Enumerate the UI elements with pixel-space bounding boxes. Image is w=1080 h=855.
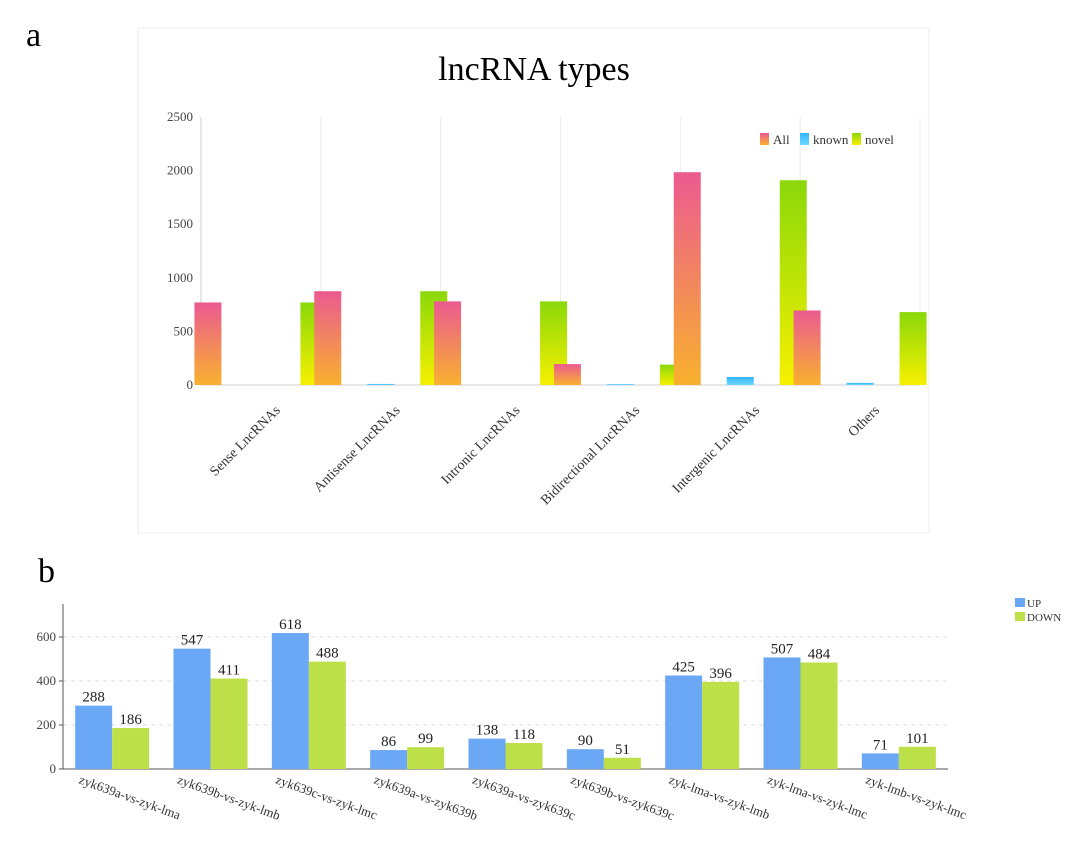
chart-a-y-tick-label: 0 xyxy=(187,377,194,392)
chart-a-y-tick-label: 500 xyxy=(174,323,194,338)
chart-b: 0 200 400 600 288 186 zyk639a-vs-zyk-lma 547 411… xyxy=(37,598,1061,823)
chart-b-legend-swatch-down xyxy=(1015,612,1025,621)
chart-b-data-label-up-6: 90 xyxy=(578,733,593,749)
chart-b-y-tick-label: 400 xyxy=(37,673,57,688)
chart-b-bar-down-8 xyxy=(800,662,838,769)
chart-a-bar-all-bidirectional-lncrnas xyxy=(553,364,581,385)
chart-b-x-tick-label: zyk639b-vs-zyk-lmb xyxy=(175,772,282,823)
chart-b-data-label-up-8: 507 xyxy=(771,641,794,657)
chart-a: 0 500 1000 1500 2000 2500 Sense LncRNAs Antisen… xyxy=(167,109,927,508)
chart-a-legend-label-novel: novel xyxy=(865,132,894,147)
chart-a-x-tick-label: Sense LncRNAs xyxy=(207,403,283,479)
chart-a-x-tick-label: Antisense LncRNAs xyxy=(311,403,403,495)
chart-b-bar-up-2 xyxy=(173,648,211,769)
chart-b-data-label-down-1: 186 xyxy=(119,712,142,728)
chart-b-data-label-up-3: 618 xyxy=(279,617,302,633)
chart-b-data-label-up-5: 138 xyxy=(476,723,499,739)
chart-b-data-label-up-2: 547 xyxy=(181,633,204,649)
chart-a-bar-known-bidirectional-lncrnas xyxy=(606,384,634,385)
chart-b-bar-up-6 xyxy=(566,749,604,769)
chart-b-data-label-down-6: 51 xyxy=(615,742,630,758)
chart-a-bar-all-intergenic-lncrnas xyxy=(673,172,701,385)
chart-a-legend-swatch-novel xyxy=(852,133,861,145)
chart-b-x-tick-label: zyk-lma-vs-zyk-lmb xyxy=(667,772,772,822)
chart-a-legend-label-all: All xyxy=(773,132,790,147)
chart-a-y-tick-label: 2500 xyxy=(167,109,193,124)
chart-a-legend-swatch-all xyxy=(760,133,769,145)
chart-b-bar-up-9 xyxy=(861,753,899,769)
chart-b-data-label-down-5: 118 xyxy=(513,727,535,743)
chart-a-bar-all-others xyxy=(793,310,821,385)
chart-a-x-tick-label: Intergenic LncRNAs xyxy=(670,403,763,496)
chart-b-x-tick-label: zyk639b-vs-zyk639c xyxy=(569,772,677,823)
chart-b-data-label-down-4: 99 xyxy=(418,731,433,747)
chart-b-bar-down-6 xyxy=(603,757,641,769)
chart-a-x-tick-label: Others xyxy=(846,403,883,440)
chart-b-bar-up-3 xyxy=(271,633,309,769)
chart-b-bar-up-5 xyxy=(468,738,506,769)
chart-b-x-tick-label: zyk639a-vs-zyk639b xyxy=(372,772,480,823)
chart-a-bar-all-antisense-lncrnas xyxy=(314,291,342,385)
chart-b-legend-label-up: UP xyxy=(1027,598,1041,610)
chart-b-x-tick-label: zyk-lmb-vs-zyk-lmc xyxy=(864,772,969,822)
chart-a-x-tick-label: Intronic LncRNAs xyxy=(439,403,524,488)
chart-b-legend-label-down: DOWN xyxy=(1027,612,1061,624)
chart-a-y-tick-label: 1000 xyxy=(167,270,193,285)
chart-b-bar-down-2 xyxy=(210,678,248,769)
chart-b-data-label-down-7: 396 xyxy=(709,666,732,682)
chart-b-data-label-up-9: 71 xyxy=(873,737,888,753)
chart-b-y-tick-label: 0 xyxy=(50,761,57,776)
chart-b-data-label-down-2: 411 xyxy=(218,663,240,679)
chart-a-y-tick-label: 2000 xyxy=(167,163,193,178)
chart-a-x-tick-label: Bidirectional LncRNAs xyxy=(538,403,643,508)
chart-b-data-label-up-4: 86 xyxy=(381,734,397,750)
chart-b-bar-down-3 xyxy=(308,661,346,769)
chart-b-y-tick-label: 200 xyxy=(37,717,57,732)
panel-a-letter: a xyxy=(26,17,41,54)
chart-b-data-label-up-1: 288 xyxy=(82,690,105,706)
panel-a-frame xyxy=(137,27,930,534)
chart-b-data-label-down-9: 101 xyxy=(906,731,929,747)
chart-b-bar-down-5 xyxy=(505,743,543,769)
chart-b-x-tick-label: zyk-lma-vs-zyk-lmc xyxy=(765,772,869,822)
chart-b-x-tick-label: zyk639a-vs-zyk639c xyxy=(470,772,577,823)
chart-b-bar-down-1 xyxy=(112,728,150,769)
chart-a-legend-swatch-known xyxy=(800,133,809,145)
chart-b-data-label-down-3: 488 xyxy=(316,646,339,662)
chart-a-bar-all-intronic-lncrnas xyxy=(434,301,462,385)
chart-b-bar-up-8 xyxy=(763,657,801,769)
chart-a-bar-novel-others xyxy=(899,312,927,385)
chart-b-x-tick-label: zyk639c-vs-zyk-lmc xyxy=(274,772,380,823)
chart-b-bar-down-4 xyxy=(407,747,445,769)
chart-b-bar-down-7 xyxy=(702,681,740,769)
chart-a-bar-known-intergenic-lncrnas xyxy=(726,376,754,385)
chart-a-bar-all-sense-lncrnas xyxy=(194,302,222,385)
chart-b-y-tick-label: 600 xyxy=(37,629,57,644)
panel-b-letter: b xyxy=(38,553,55,590)
chart-b-bar-up-7 xyxy=(665,675,703,769)
chart-b-data-label-up-7: 425 xyxy=(672,660,695,676)
chart-b-bar-down-9 xyxy=(898,746,936,769)
chart-a-bar-known-antisense-lncrnas xyxy=(367,383,395,385)
chart-b-legend-swatch-up xyxy=(1015,598,1025,607)
chart-b-bar-up-1 xyxy=(75,705,113,769)
chart-a-bar-known-others xyxy=(846,382,874,385)
chart-b-x-tick-label: zyk639a-vs-zyk-lma xyxy=(77,772,183,823)
chart-b-data-label-down-8: 484 xyxy=(808,647,831,663)
chart-a-title: lncRNA types xyxy=(438,51,630,88)
chart-b-bar-up-4 xyxy=(370,750,408,769)
chart-a-y-tick-label: 1500 xyxy=(167,216,193,231)
chart-a-legend-label-known: known xyxy=(813,132,849,147)
